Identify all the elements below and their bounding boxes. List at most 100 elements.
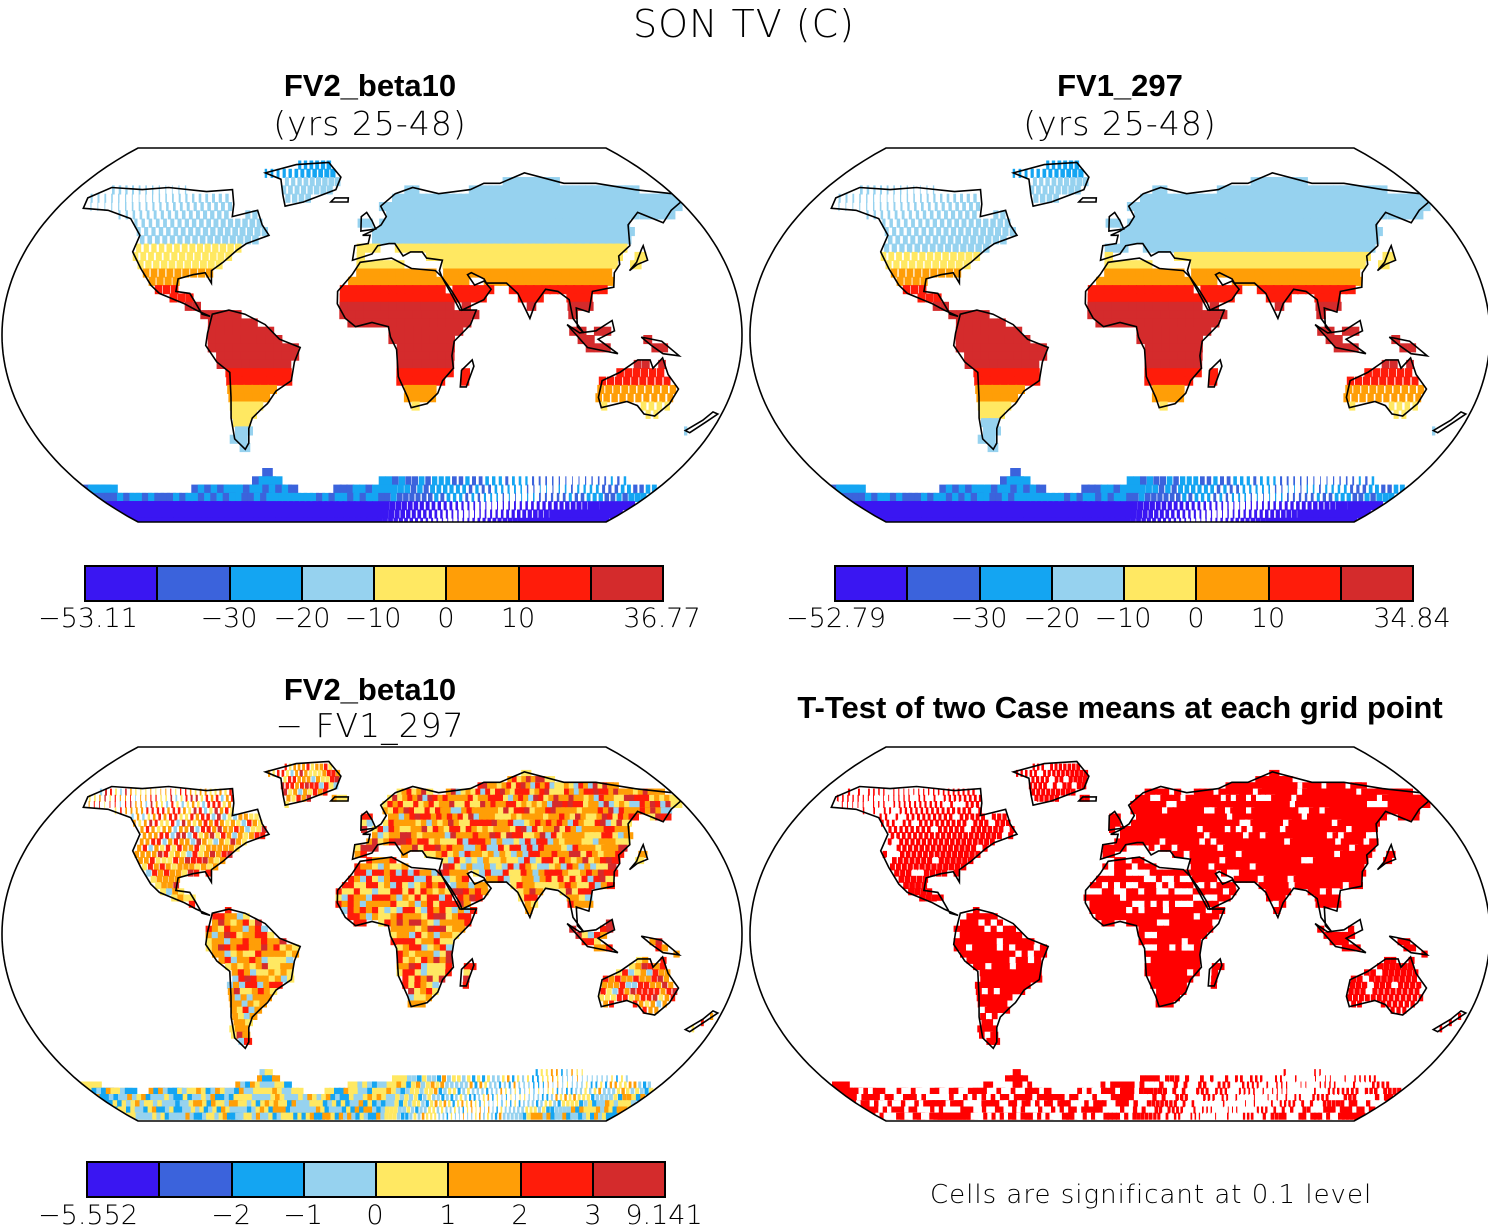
grid-cell (274, 951, 281, 958)
grid-cell (460, 1082, 463, 1089)
grid-cell (1375, 485, 1379, 494)
grid-cell (390, 888, 397, 895)
grid-cell (546, 485, 547, 494)
grid-cell (500, 1088, 502, 1095)
grid-cell (166, 820, 169, 827)
grid-cell (356, 269, 365, 278)
grid-cell (881, 210, 884, 219)
grid-cell (1152, 293, 1161, 302)
grid-cell (446, 913, 453, 920)
grid-cell (161, 260, 167, 269)
grid-cell (395, 235, 404, 244)
grid-cell (360, 882, 367, 889)
grid-cell (403, 938, 410, 945)
grid-cell (630, 988, 635, 995)
grid-cell (143, 832, 147, 839)
grid-cell (913, 277, 920, 286)
grid-cell (146, 838, 150, 845)
grid-cell (397, 944, 404, 951)
grid-cell (397, 907, 404, 914)
grid-cell (446, 1094, 449, 1101)
grid-cell (1200, 476, 1205, 485)
grid-cell (149, 845, 153, 852)
grid-cell (446, 920, 453, 927)
grid-cell (1223, 485, 1226, 494)
grid-cell (415, 932, 422, 939)
grid-cell (125, 202, 126, 211)
grid-cell (408, 976, 415, 983)
grid-cell (1062, 185, 1068, 194)
grid-cell (629, 385, 636, 394)
colorbar-swatch (1270, 567, 1342, 600)
grid-cell (584, 888, 592, 895)
grid-cell (545, 476, 547, 485)
grid-cell (413, 377, 422, 386)
grid-cell (645, 1088, 649, 1095)
grid-cell (258, 360, 267, 369)
grid-cell (1186, 343, 1195, 352)
grid-cell (1285, 501, 1288, 510)
grid-cell (356, 310, 365, 319)
grid-cell (517, 510, 521, 519)
grid-cell (438, 335, 447, 344)
grid-cell (615, 485, 619, 494)
grid-cell (282, 360, 291, 369)
grid-cell (413, 310, 422, 319)
grid-cell (430, 335, 439, 344)
grid-cell (187, 851, 192, 858)
grid-cell (190, 814, 193, 821)
grid-cell (420, 888, 427, 895)
grid-cell (936, 227, 941, 236)
grid-cell (378, 863, 385, 870)
grid-cell (542, 501, 545, 510)
grid-cell (207, 826, 211, 833)
grid-cell (415, 957, 422, 964)
grid-cell (354, 870, 361, 877)
grid-cell (988, 227, 994, 236)
grid-cell (125, 807, 127, 814)
colorbar-swatch (1342, 567, 1412, 600)
grid-cell (249, 920, 256, 927)
grid-cell (185, 838, 189, 845)
grid-cell (219, 194, 222, 203)
grid-cell (189, 244, 195, 253)
grid-cell (611, 476, 613, 485)
grid-cell (1236, 485, 1239, 494)
grid-cell (194, 807, 197, 814)
grid-cell (514, 485, 516, 494)
grid-cell (390, 876, 397, 883)
grid-cell (515, 1088, 516, 1095)
grid-cell (1300, 476, 1302, 485)
grid-cell (1169, 343, 1178, 352)
grid-cell (1305, 493, 1308, 502)
grid-cell (360, 870, 367, 877)
grid-cell (448, 1088, 451, 1095)
grid-cell (148, 863, 153, 870)
grid-cell (212, 814, 216, 821)
grid-cell (469, 1094, 471, 1101)
grid-cell (115, 795, 116, 802)
grid-cell (200, 202, 203, 211)
grid-cell (426, 988, 432, 995)
grid-cell (429, 377, 438, 386)
grid-cell (414, 988, 421, 995)
grid-cell (132, 194, 133, 203)
grid-cell (1188, 493, 1192, 502)
panel-2-map (748, 146, 1488, 524)
grid-cell (171, 832, 175, 839)
grid-cell (325, 776, 329, 783)
grid-cell (367, 1082, 373, 1089)
grid-cell (618, 988, 623, 995)
grid-cell (446, 938, 453, 945)
grid-cell (437, 1094, 440, 1101)
grid-cell (997, 343, 1006, 352)
grid-cell (427, 944, 434, 951)
grid-cell (588, 932, 595, 939)
grid-cell (391, 493, 397, 502)
grid-cell (542, 1075, 544, 1082)
grid-cell (529, 1094, 530, 1101)
grid-cell (421, 976, 428, 983)
grid-cell (1170, 493, 1175, 502)
grid-cell (1178, 485, 1183, 494)
grid-cell (1153, 352, 1162, 361)
